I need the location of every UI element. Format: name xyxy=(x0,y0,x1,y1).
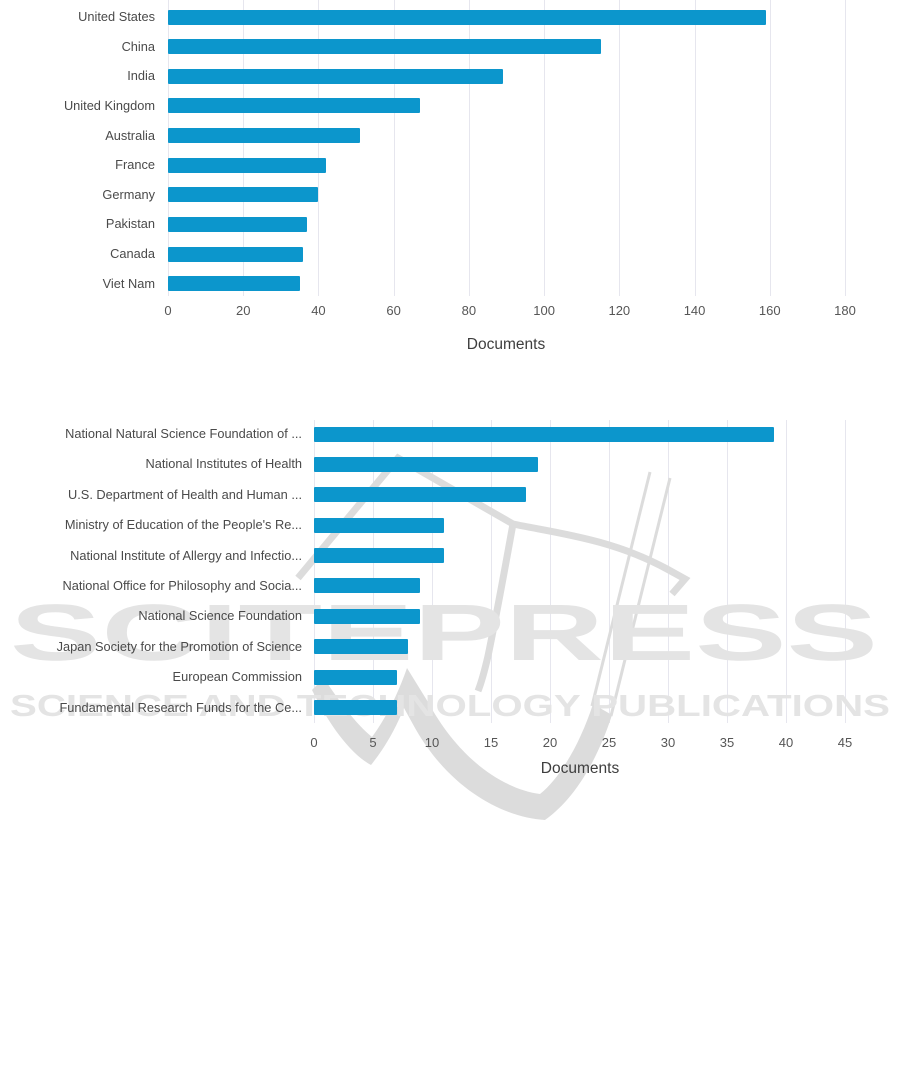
bar[interactable] xyxy=(314,700,397,715)
bar[interactable] xyxy=(168,98,420,114)
x-tick-label: 0 xyxy=(310,735,318,750)
category-label: Australia xyxy=(105,127,155,143)
category-label: United Kingdom xyxy=(63,97,155,113)
x-tick-label: 40 xyxy=(311,303,326,318)
gridline xyxy=(694,0,696,296)
category-label: National Institutes of Health xyxy=(145,456,303,472)
bar[interactable] xyxy=(314,487,527,503)
bar[interactable] xyxy=(168,9,767,25)
bar[interactable] xyxy=(168,157,326,173)
x-tick-label: 0 xyxy=(164,303,172,318)
x-tick-label: 10 xyxy=(424,735,440,750)
gridline xyxy=(243,0,245,296)
x-tick-label: 25 xyxy=(601,735,617,750)
gridline xyxy=(544,0,546,296)
x-tick-label: 120 xyxy=(608,303,631,318)
bar[interactable] xyxy=(314,517,444,533)
gridline xyxy=(845,0,846,296)
bar[interactable] xyxy=(168,246,304,262)
gridline xyxy=(845,420,846,723)
x-tick-label: 180 xyxy=(834,303,856,318)
bar[interactable] xyxy=(314,578,421,594)
category-label: China xyxy=(121,38,155,54)
bar[interactable] xyxy=(314,548,444,564)
gridline xyxy=(786,420,787,723)
category-label: U.S. Department of Health and Human ... xyxy=(67,486,302,502)
bar[interactable] xyxy=(314,608,421,624)
gridline xyxy=(619,0,621,296)
bar[interactable] xyxy=(168,187,319,203)
gridline xyxy=(769,0,771,296)
x-tick-label: 15 xyxy=(483,735,499,750)
x-tick-label: 100 xyxy=(533,303,555,318)
x-tick-label: 35 xyxy=(719,735,735,750)
bar[interactable] xyxy=(168,68,503,84)
bar[interactable] xyxy=(168,39,601,55)
category-label: European Commission xyxy=(172,669,302,685)
gridline xyxy=(168,0,169,296)
gridline xyxy=(318,0,320,296)
category-label: Canada xyxy=(110,246,155,262)
bar[interactable] xyxy=(168,216,308,232)
bar[interactable] xyxy=(314,456,539,472)
category-label: Ministry of Education of the People's Re… xyxy=(64,517,302,533)
x-tick-label: 140 xyxy=(683,303,706,318)
x-tick-label: 60 xyxy=(386,303,401,318)
x-tick-label: 160 xyxy=(758,303,781,318)
x-tick-label: 45 xyxy=(837,735,853,750)
bar[interactable] xyxy=(314,639,409,655)
gridline xyxy=(727,420,728,723)
bar[interactable] xyxy=(314,426,775,442)
bar[interactable] xyxy=(168,276,300,292)
category-label: France xyxy=(115,157,155,173)
x-tick-label: 20 xyxy=(235,303,251,318)
x-tick-label: 5 xyxy=(369,735,377,750)
category-label: Fundamental Research Funds for the Ce... xyxy=(59,699,302,715)
gridline xyxy=(468,0,470,296)
bar[interactable] xyxy=(314,669,397,685)
x-tick-label: 40 xyxy=(778,735,794,750)
category-label: Viet Nam xyxy=(102,275,155,291)
x-tick-label: 80 xyxy=(461,303,477,318)
category-label: National Natural Science Foundation of .… xyxy=(65,426,302,441)
x-tick-label: 30 xyxy=(660,735,676,750)
category-label: National Office for Philosophy and Socia… xyxy=(62,577,303,593)
category-label: Germany xyxy=(102,186,155,202)
category-label: National Institute of Allergy and Infect… xyxy=(70,547,302,563)
category-label: United States xyxy=(78,9,155,24)
category-label: National Science Foundation xyxy=(138,608,302,624)
category-label: Japan Society for the Promotion of Scien… xyxy=(56,638,302,654)
bar[interactable] xyxy=(168,128,360,144)
gridline xyxy=(393,0,395,296)
country-chart-x-axis-title: Documents xyxy=(466,336,546,353)
category-label: India xyxy=(127,68,155,84)
x-tick-label: 20 xyxy=(542,735,558,750)
sponsor-chart-x-axis-title: Documents xyxy=(540,760,620,777)
category-label: Pakistan xyxy=(105,216,155,232)
